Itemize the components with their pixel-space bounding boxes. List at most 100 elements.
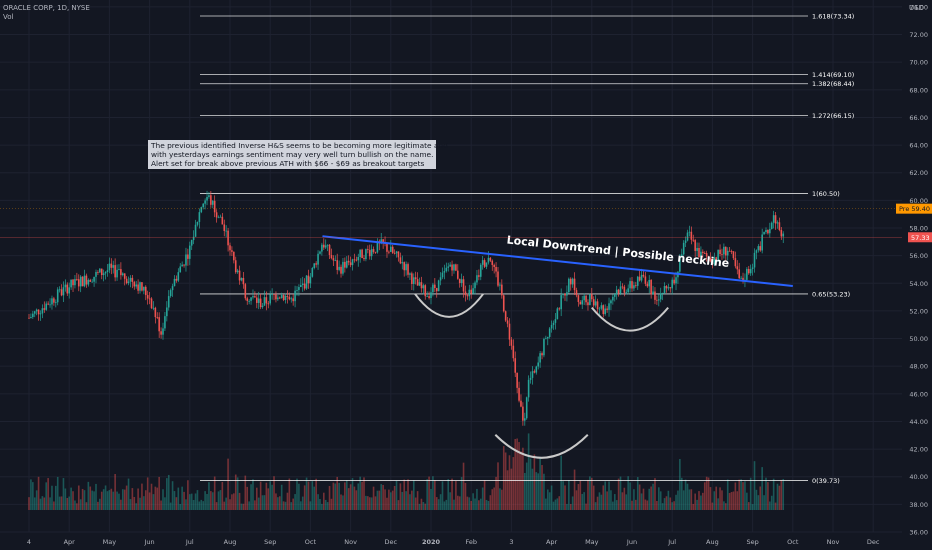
candle-body [573, 278, 576, 291]
price-tick-label: 40.00 [909, 473, 928, 481]
candle-body [606, 308, 608, 310]
candle-body [257, 298, 260, 303]
volume-bar [499, 488, 501, 510]
volume-bar [596, 496, 599, 510]
candle-body [301, 283, 304, 285]
volume-bar [769, 501, 771, 510]
volume-bar [648, 488, 651, 510]
candle-body [85, 275, 88, 285]
candle-body [767, 229, 769, 234]
volume-bar [303, 485, 306, 510]
candle-body [328, 244, 331, 255]
volume-bar [95, 483, 97, 510]
volume-bar [292, 498, 294, 510]
candle-body [125, 278, 128, 284]
candle-body [554, 319, 557, 323]
candle-body [535, 366, 538, 373]
candle-body [568, 278, 570, 293]
volume-bar [512, 457, 515, 510]
candle-body [460, 279, 463, 283]
candle-body [233, 251, 235, 261]
volume-bar [248, 501, 250, 510]
candle-body [187, 254, 189, 259]
candle-body [439, 277, 442, 281]
candle-body [340, 266, 342, 274]
candle-body [336, 260, 338, 270]
candle-body [602, 305, 605, 315]
candle-body [277, 297, 279, 300]
candle-body [717, 249, 719, 260]
candle-body [229, 245, 231, 251]
candle-body [355, 259, 358, 261]
volume-bar [677, 490, 679, 510]
volume-bar [62, 478, 65, 510]
volume-bar [326, 502, 329, 510]
volume-bar [721, 490, 723, 510]
candle-body [167, 296, 170, 308]
volume-bar [466, 496, 469, 510]
volume-bar [143, 496, 145, 510]
volume-bar [91, 490, 93, 510]
volume-bar [696, 499, 698, 510]
candle-body [675, 277, 677, 284]
volume-bar [160, 500, 162, 510]
price-tags: Pre 59.40 57.33 [0, 203, 932, 243]
volume-bar [680, 477, 683, 510]
volume-bar [458, 496, 461, 510]
volume-bar [525, 462, 528, 510]
volume-bar [405, 491, 407, 510]
candle-body [210, 195, 212, 205]
volume-bar [190, 493, 193, 510]
candle-body [751, 267, 754, 270]
volume-bar [767, 482, 769, 510]
volume-bar [688, 489, 691, 510]
candle-body [365, 249, 367, 260]
volume-bar [455, 481, 457, 510]
candle-body [169, 290, 172, 297]
candle-body [357, 257, 360, 261]
volume-bar [491, 489, 494, 510]
candle-body [501, 284, 503, 296]
volume-bar [652, 483, 654, 510]
volume-bar [64, 488, 67, 510]
candle-body [213, 200, 216, 213]
candle-body [53, 298, 55, 303]
candle-body [541, 353, 543, 356]
currency-label: USD [909, 4, 924, 12]
candle-body [200, 207, 203, 213]
candle-body [468, 289, 471, 297]
candle-body [636, 276, 639, 286]
candle-body [453, 264, 455, 271]
volume-bar [357, 483, 360, 510]
candle-body [106, 270, 109, 273]
candle-body [108, 263, 111, 271]
volume-bar [411, 490, 413, 510]
annotation-note[interactable]: The previous identified Inverse H&S seem… [148, 140, 448, 169]
candle-body [56, 289, 59, 303]
candle-body [261, 305, 264, 308]
volume-bar [278, 496, 281, 510]
volume-bar [102, 489, 105, 510]
volume-bar [68, 496, 70, 510]
candle-body [242, 277, 245, 285]
volume-bar [156, 487, 159, 510]
price-tick-label: 64.00 [909, 142, 928, 150]
volume-bar [713, 491, 716, 510]
candle-body [305, 275, 308, 289]
volume-bar [759, 486, 762, 510]
volume-bar [43, 497, 46, 510]
candle-body [694, 240, 696, 251]
volume-bar [700, 495, 702, 510]
candle-body [416, 279, 419, 286]
volume-bar [144, 490, 147, 510]
candle-body [361, 249, 363, 259]
candle-body [525, 397, 528, 419]
candle-body [761, 234, 763, 251]
volume-bar [501, 489, 503, 510]
volume-bar [585, 503, 587, 510]
candle-body [298, 287, 300, 291]
volume-bar [317, 494, 319, 510]
volume-bar [430, 488, 432, 510]
volume-bar [673, 501, 675, 510]
